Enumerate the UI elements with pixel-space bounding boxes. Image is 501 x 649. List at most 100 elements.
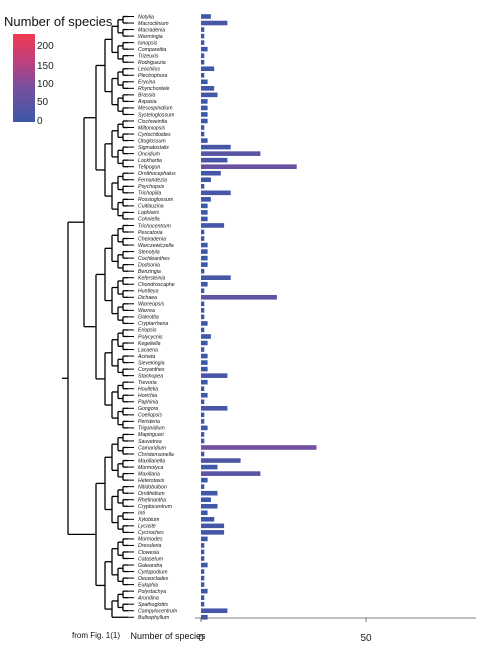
bar-cryptarrhena xyxy=(201,321,208,326)
genus-label-sigmatostalix: Sigmatostalix xyxy=(138,145,169,151)
bar-polycycnis xyxy=(201,334,211,339)
genus-label-polystachya: Polystachya xyxy=(138,589,166,595)
genus-label-heterotaxis: Heterotaxis xyxy=(138,478,165,484)
genus-label-gongora: Gongora xyxy=(138,406,158,412)
genus-label-camaridium: Camaridium xyxy=(138,445,167,451)
bar-dressleria xyxy=(201,543,205,548)
genus-label-brassia: Brassia xyxy=(138,93,155,99)
bar-mapinguari xyxy=(201,432,205,437)
bar-dodsonia xyxy=(201,262,208,267)
bar-miltoniopsis xyxy=(201,125,205,130)
genus-label-ornithocephalus: Ornithocephalus xyxy=(138,171,176,177)
genus-label-plectrophora: Plectrophora xyxy=(138,73,168,79)
bar-cyrtopodium xyxy=(201,569,205,574)
bar-nitidobulbon xyxy=(201,484,205,489)
legend-tick-50: 50 xyxy=(37,97,49,108)
genus-label-telipogon: Telipogon xyxy=(138,164,160,170)
x-axis: Number of species 0 50 xyxy=(130,617,476,644)
bar-lophiaris xyxy=(201,210,208,215)
bar-mormolyca xyxy=(201,464,218,470)
bar-cheiradenia xyxy=(201,236,205,241)
legend-title: Number of species xyxy=(4,14,113,29)
genus-label-warrea: Warrea xyxy=(138,308,155,314)
genus-label-cheiradenia: Cheiradenia xyxy=(138,236,166,242)
genus-label-notylia: Notylia xyxy=(138,14,154,20)
bar-houlletia xyxy=(201,386,205,392)
bar-spathoglottis xyxy=(201,601,205,607)
genus-label-huntleya: Huntleya xyxy=(138,289,159,295)
x-tick-label-0: 0 xyxy=(198,633,204,644)
bar-trigonidium xyxy=(201,425,208,431)
bar-trichopilia xyxy=(201,190,231,196)
genus-label-macroclinium: Macroclinium xyxy=(138,21,169,27)
genus-label-stanhopea: Stanhopea xyxy=(138,373,163,379)
genus-label-dodsonia: Dodsonia xyxy=(138,262,160,268)
bars xyxy=(201,14,317,620)
bar-polystachya xyxy=(201,588,208,594)
bar-trevoria xyxy=(201,379,208,385)
genus-label-christensonella: Christensonella xyxy=(138,452,174,458)
genus-label-ornithidium: Ornithidium xyxy=(138,491,165,497)
bar-benzingia xyxy=(201,268,205,274)
bar-notylia xyxy=(201,14,211,19)
genus-label-mapinguari: Mapinguari xyxy=(138,432,165,438)
bar-lacaena xyxy=(201,347,205,352)
x-axis-label: Number of species xyxy=(130,631,206,641)
genus-label-trichocentrum: Trichocentrum xyxy=(138,223,171,229)
bar-plectrophora xyxy=(201,72,205,78)
genus-label-sievekingia: Sievekingia xyxy=(138,360,165,366)
genus-label-sauvetrea: Sauvetrea xyxy=(138,439,162,445)
genus-label-systeloglossum: Systeloglossum xyxy=(138,112,175,118)
bar-rodriguezia xyxy=(201,59,205,65)
genus-label-cochleanthes: Cochleanthes xyxy=(138,256,170,262)
phylogenetic-tree xyxy=(62,15,134,618)
bar-rhetinantha xyxy=(201,497,211,503)
genus-label-benzingia: Benzingia xyxy=(138,269,161,275)
genus-label-kefersteinia: Kefersteinia xyxy=(138,276,166,282)
bar-coeliopsis xyxy=(201,412,205,418)
bar-maxillariella xyxy=(201,458,241,463)
bar-telipogon xyxy=(201,164,297,169)
bar-xylobium xyxy=(201,517,215,522)
genus-label-trizeuxis: Trizeuxis xyxy=(138,53,159,59)
genus-label-coryanthes: Coryanthes xyxy=(138,367,165,373)
genus-label-paphinia: Paphinia xyxy=(138,400,158,406)
genus-label-cuitlauzina: Cuitlauzina xyxy=(138,204,164,210)
bar-kefersteinia xyxy=(201,275,231,280)
genus-label-maxillariella: Maxillariella xyxy=(138,458,165,464)
bar-cyrtochiloides xyxy=(201,131,205,137)
genus-label-polycycnis: Polycycnis xyxy=(138,334,163,340)
bar-warrea xyxy=(201,308,205,313)
bar-warmingia xyxy=(201,33,205,39)
legend-tick-100: 100 xyxy=(37,79,54,90)
genus-label-dressleria: Dressleria xyxy=(138,543,161,549)
bar-arundina xyxy=(201,595,205,600)
bar-gongora xyxy=(201,406,228,411)
bar-peristeria xyxy=(201,419,205,424)
genus-label-pescatoria: Pescatoria xyxy=(138,230,163,236)
bar-lycaste xyxy=(201,523,225,529)
bar-coryanthes xyxy=(201,366,208,372)
legend-tick-200: 200 xyxy=(37,41,54,52)
bar-eriopsis xyxy=(201,327,205,333)
bar-maxillaria xyxy=(201,471,261,476)
bar-leochilus xyxy=(201,66,215,72)
bar-sievekingia xyxy=(201,360,208,365)
genus-label-campylocentrum: Campylocentrum xyxy=(138,609,178,615)
bar-heterotaxis xyxy=(201,477,208,483)
genus-label-rossioglossum: Rossioglossum xyxy=(138,197,174,203)
bar-aspasia xyxy=(201,99,208,104)
genus-label-chondroscaphe: Chondroscaphe xyxy=(138,282,175,288)
genus-label-warreopsis: Warreopsis xyxy=(138,302,165,308)
genus-label-trevoria: Trevoria xyxy=(138,380,157,386)
genus-label-mesospinidium: Mesospinidium xyxy=(138,106,173,112)
bar-macradenia xyxy=(201,27,205,32)
genus-label-cryptocentrum: Cryptocentrum xyxy=(138,504,173,510)
genus-label-cohniella: Cohniella xyxy=(138,217,160,223)
genus-label-eulophia: Eulophia xyxy=(138,582,158,588)
bar-cischweinfia xyxy=(201,118,208,124)
genus-label-rodriguezia: Rodriguezia xyxy=(138,60,166,66)
legend-tick-0: 0 xyxy=(37,116,43,127)
bar-lockhartia xyxy=(201,157,228,163)
